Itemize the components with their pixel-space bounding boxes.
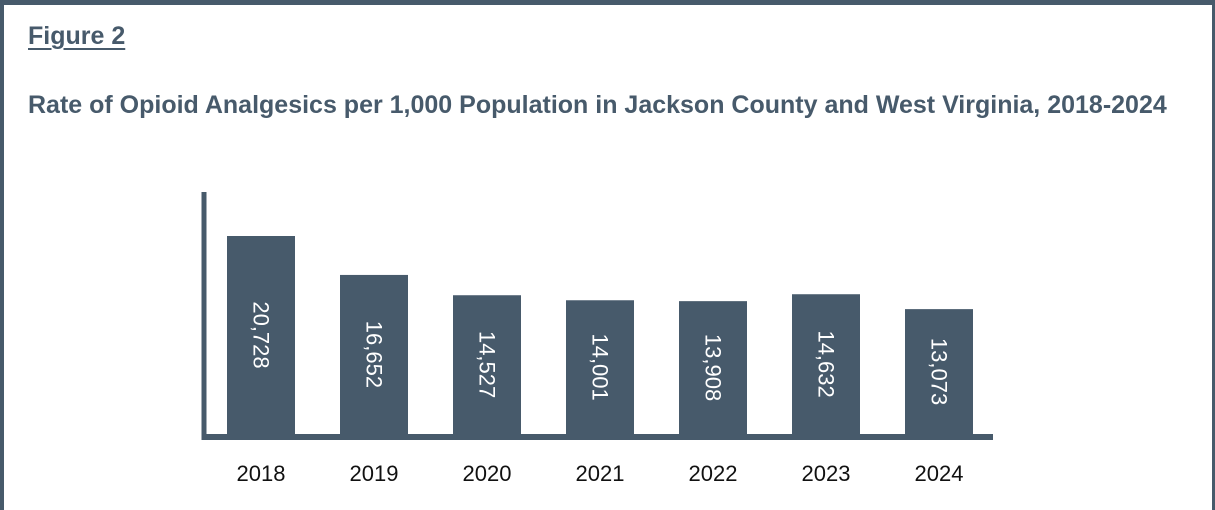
x-tick-label-2024: 2024 xyxy=(915,461,964,486)
x-tick-label-2022: 2022 xyxy=(689,461,738,486)
data-label-2020: 14,527 xyxy=(475,331,500,398)
data-label-2024: 13,073 xyxy=(927,338,952,405)
x-tick-label-2019: 2019 xyxy=(350,461,399,486)
data-label-2022: 13,908 xyxy=(701,334,726,401)
data-label-2021: 14,001 xyxy=(588,333,613,400)
data-label-2019: 16,652 xyxy=(362,321,387,388)
data-label-2023: 14,632 xyxy=(814,330,839,397)
data-label-2018: 20,728 xyxy=(249,301,274,368)
bar-2023 xyxy=(792,294,860,434)
chart-title: Rate of Opioid Analgesics per 1,000 Popu… xyxy=(28,91,1167,119)
bar-2020 xyxy=(453,295,521,434)
bar-2019 xyxy=(340,274,408,434)
bar-2021 xyxy=(566,300,634,434)
figure-label: Figure 2 xyxy=(28,22,126,50)
bar-2018 xyxy=(227,236,295,434)
bar-2024 xyxy=(905,309,973,434)
bar-2022 xyxy=(679,301,747,434)
x-tick-label-2020: 2020 xyxy=(463,461,512,486)
x-tick-label-2021: 2021 xyxy=(576,461,625,486)
x-tick-label-2018: 2018 xyxy=(237,461,286,486)
x-tick-label-2023: 2023 xyxy=(802,461,851,486)
